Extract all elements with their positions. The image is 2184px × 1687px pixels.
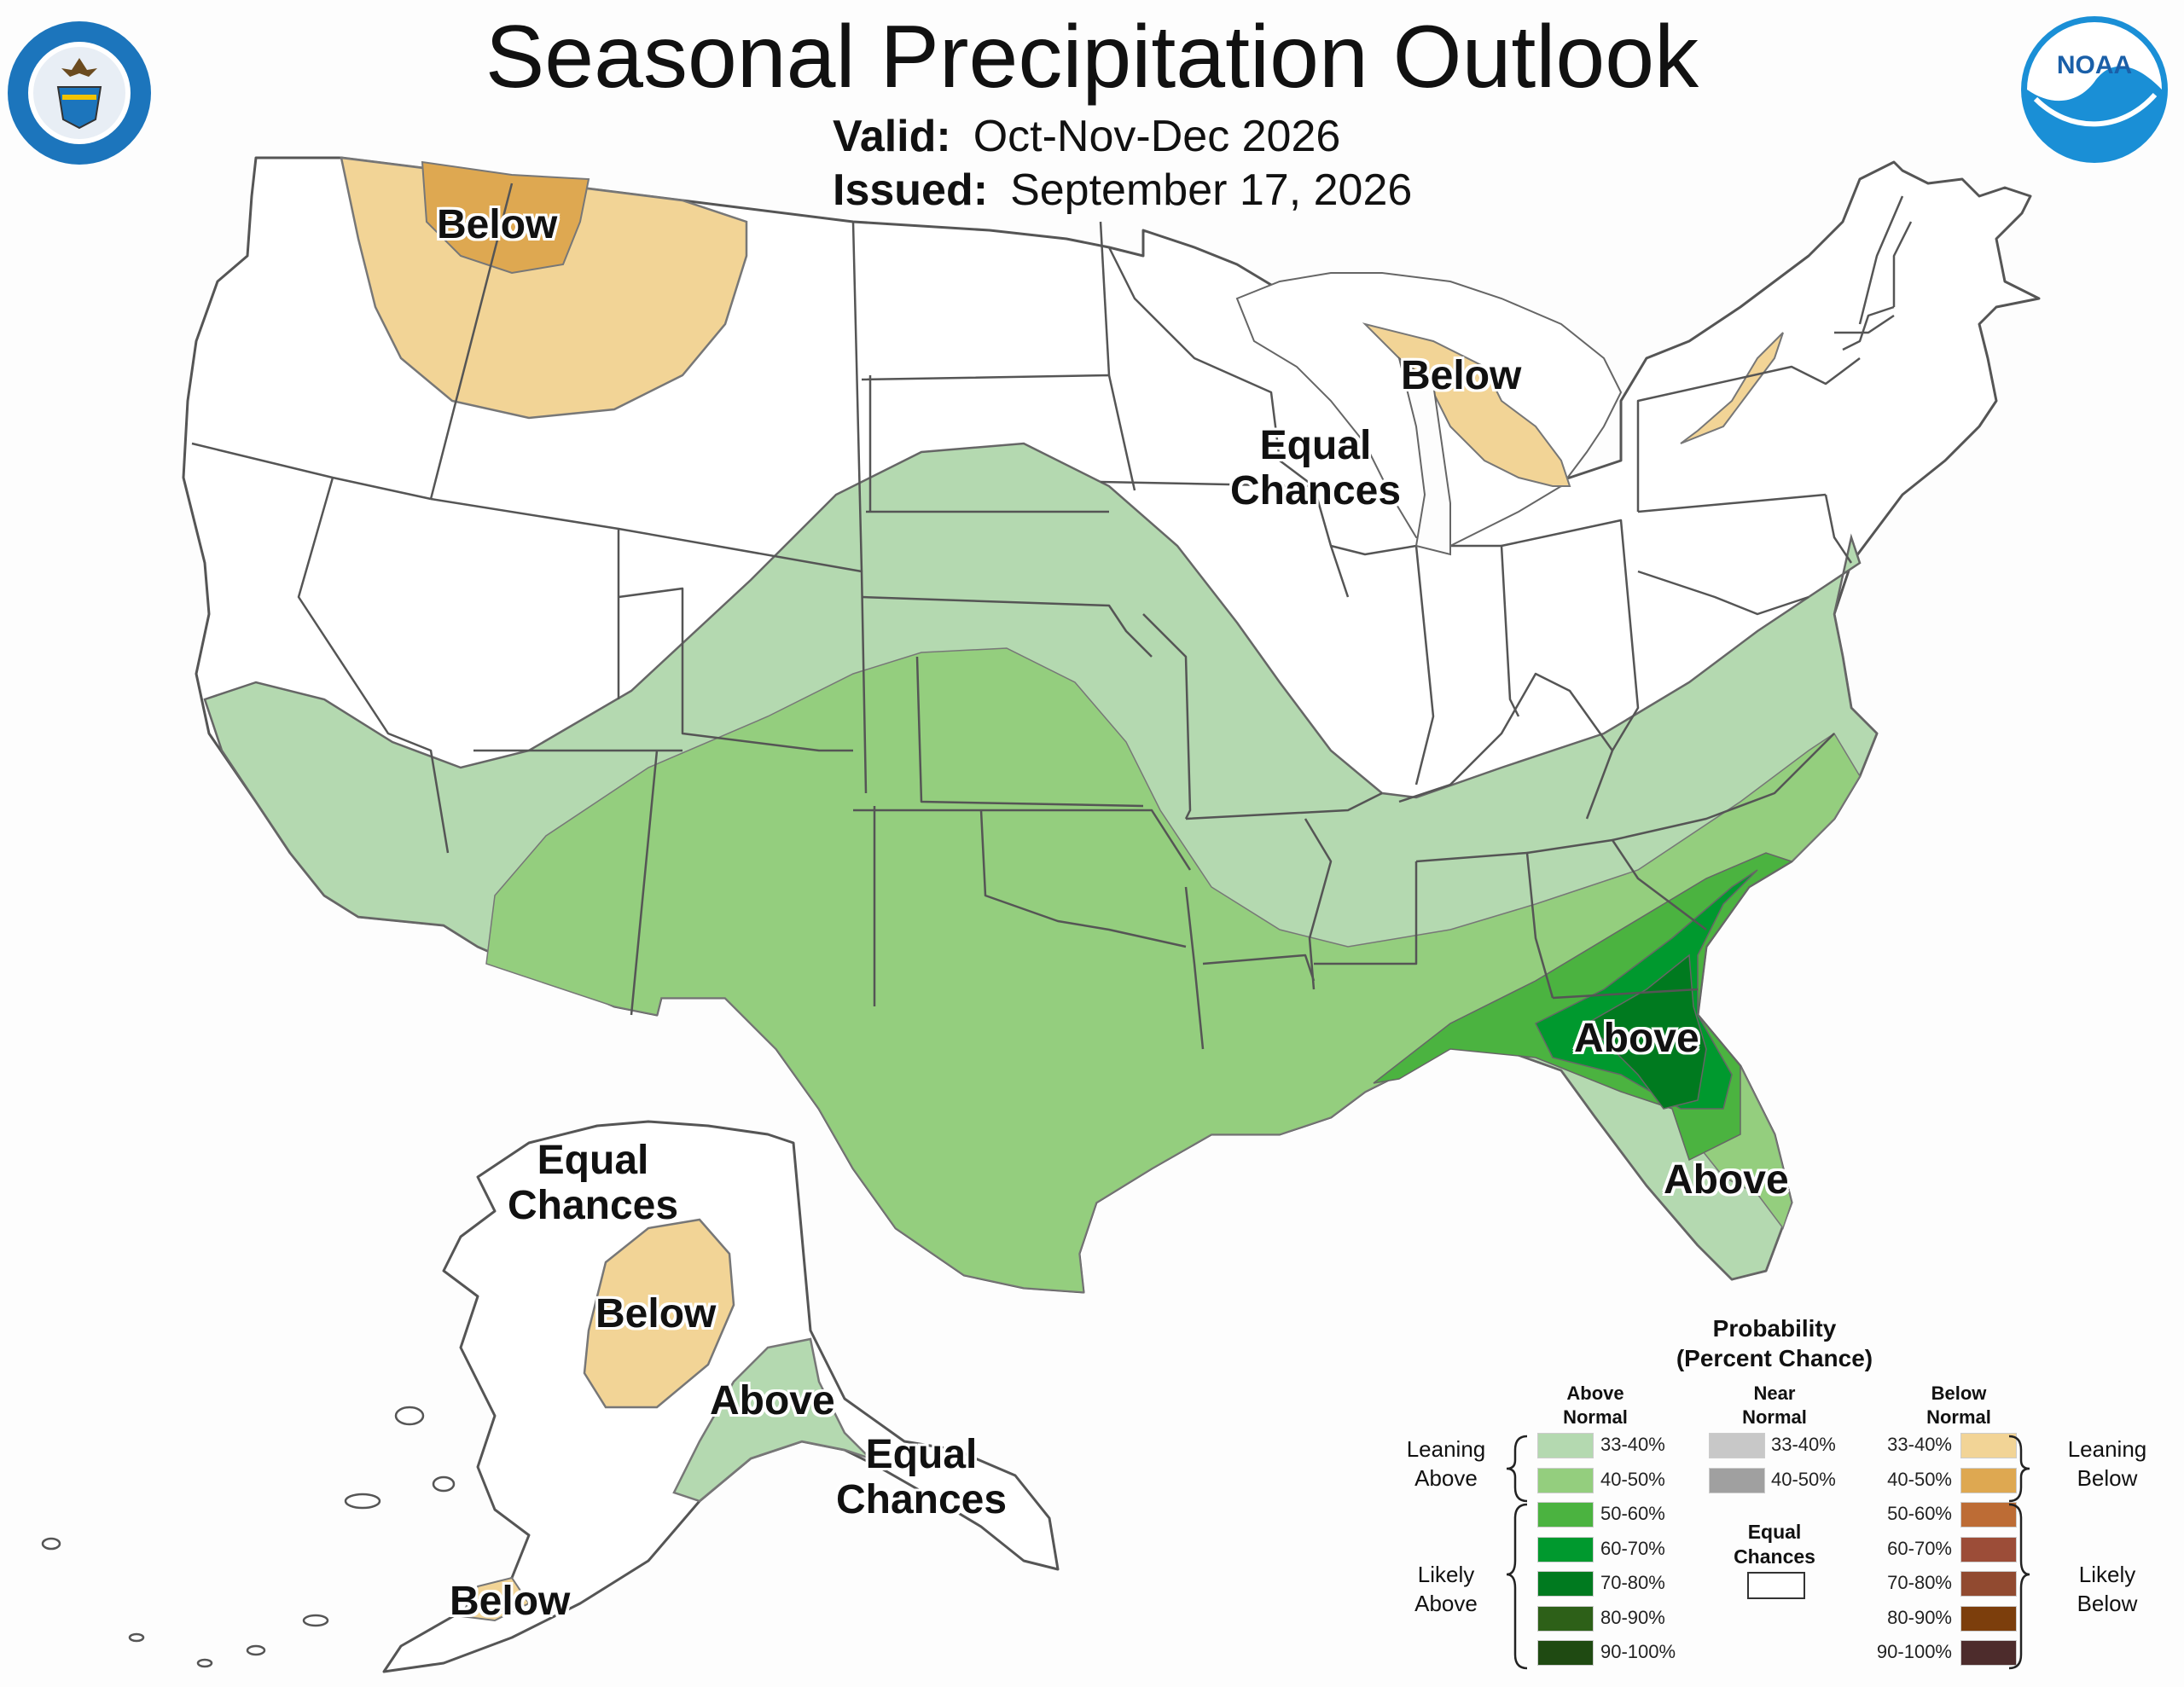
below-33-40-ny-area (1680, 332, 1784, 444)
legend-label-near-0: 33-40% (1771, 1434, 1836, 1455)
legend-swatch-below-0 (1960, 1433, 2017, 1458)
legend-label-above-3: 60-70% (1600, 1537, 1665, 1559)
legend-swatch-below-5 (1960, 1605, 2017, 1632)
legend-title: Probability (Percent Chance) (1629, 1313, 1920, 1373)
legend-head-below-1: Below (1931, 1383, 1987, 1404)
legend-likely-below-2: Below (2077, 1590, 2138, 1616)
legend-head-near-2: Normal (1742, 1406, 1807, 1428)
legend-label-above-5: 80-90% (1600, 1606, 1665, 1628)
legend-head-below-2: Normal (1926, 1406, 1991, 1428)
legend-swatch-equal-chances (1747, 1572, 1805, 1599)
legend-leaning-below: Leaning Below (2048, 1435, 2167, 1493)
legend-label-below-2: 50-60% (1887, 1503, 1952, 1524)
issued-line: Issued: September 17, 2026 (833, 165, 1412, 216)
legend-equal-1: Equal (1747, 1521, 1802, 1543)
legend-label-above-4: 70-80% (1600, 1572, 1665, 1593)
legend-label-above-6: 90-100% (1600, 1641, 1676, 1662)
legend-leaning-above: Leaning Above (1391, 1435, 1502, 1493)
state-boundaries (191, 183, 1913, 1050)
legend-swatch-below-3 (1960, 1536, 2017, 1562)
lake-michigan (1397, 356, 1451, 556)
label-ak-aleutian-below: Below (450, 1579, 571, 1624)
label-nw-below: Below (437, 202, 558, 247)
label-ak-equal-line1: Equal (537, 1138, 649, 1183)
legend-swatch-near-0 (1709, 1433, 1765, 1458)
issued-label: Issued: (833, 165, 989, 215)
legend-label-above-2: 50-60% (1600, 1503, 1665, 1524)
label-conus-equal-line2: Chances (1229, 467, 1402, 513)
legend-leaning-above-2: Above (1414, 1464, 1478, 1491)
alaska-islands (41, 1406, 456, 1668)
legend-label-below-0: 33-40% (1887, 1434, 1952, 1455)
legend-likely-above-2: Above (1414, 1590, 1478, 1616)
label-mi-below: Below (1401, 353, 1522, 398)
legend-swatch-above-6 (1537, 1640, 1594, 1666)
legend-label-below-3: 60-70% (1887, 1537, 1952, 1559)
legend-swatch-below-2 (1960, 1502, 2017, 1528)
above-70-80-area (1585, 954, 1707, 1110)
legend-label-below-4: 70-80% (1887, 1572, 1952, 1593)
legend-equal-chances: Equal Chances (1689, 1520, 1860, 1569)
legend-title-line2: (Percent Chance) (1676, 1345, 1873, 1371)
alaska-above-area (672, 1337, 871, 1503)
legend-label-above-1: 40-50% (1600, 1468, 1665, 1490)
issued-value: September 17, 2026 (1010, 165, 1413, 215)
below-40-50-nw-area (421, 160, 590, 275)
legend-head-above-2: Normal (1563, 1406, 1628, 1428)
legend-leaning-below-2: Below (2077, 1464, 2138, 1491)
valid-line: Valid: Oct-Nov-Dec 2026 (833, 111, 1340, 162)
label-ak-equal-chances: Equal Chances (495, 1138, 691, 1229)
legend-swatch-above-1 (1537, 1467, 1594, 1493)
label-se-above: Above (1574, 1016, 1699, 1061)
label-ak-above: Above (710, 1378, 835, 1423)
label-fl-above: Above (1664, 1157, 1789, 1203)
legend-swatch-below-4 (1960, 1571, 2017, 1597)
legend-swatch-above-4 (1537, 1571, 1594, 1597)
legend-swatch-above-3 (1537, 1536, 1594, 1562)
legend-equal-2: Chances (1734, 1545, 1815, 1568)
alaska-below-area (583, 1218, 735, 1409)
label-ak-below: Below (595, 1291, 717, 1336)
label-conus-equal-chances: Equal Chances (1222, 423, 1409, 514)
legend-swatch-below-1 (1960, 1467, 2017, 1493)
legend-head-above: Above Normal (1510, 1382, 1681, 1429)
legend-label-below-5: 80-90% (1887, 1606, 1952, 1628)
legend-label-below-1: 40-50% (1887, 1468, 1952, 1490)
legend-label-above-0: 33-40% (1600, 1434, 1665, 1455)
legend-likely-below: Likely Below (2048, 1561, 2167, 1619)
legend-likely-below-1: Likely (2078, 1562, 2136, 1587)
legend-head-above-1: Above (1566, 1383, 1624, 1404)
label-ak-equal-line2: Chances (507, 1182, 679, 1228)
label-ak-se-equal-line2: Chances (835, 1476, 1008, 1522)
legend-label-below-6: 90-100% (1876, 1641, 1952, 1662)
noaa-logo-icon: NOAA (2018, 14, 2170, 165)
legend-head-near-1: Near (1753, 1383, 1796, 1404)
legend-leaning-below-1: Leaning (2067, 1436, 2147, 1462)
label-conus-equal-line1: Equal (1259, 423, 1372, 468)
above-40-50-area (485, 647, 1861, 1293)
legend-likely-above-1: Likely (1417, 1562, 1475, 1587)
legend-leaning-above-1: Leaning (1406, 1436, 1486, 1462)
legend-likely-above: Likely Above (1391, 1561, 1502, 1619)
legend-swatch-above-5 (1537, 1605, 1594, 1632)
legend-swatch-near-1 (1709, 1467, 1765, 1493)
label-ak-se-equal-chances: Equal Chances (823, 1432, 1019, 1523)
legend-swatch-below-6 (1960, 1640, 2017, 1666)
valid-value: Oct-Nov-Dec 2026 (973, 112, 1341, 161)
noaa-logo-text: NOAA (2056, 51, 2133, 79)
legend-swatch-above-2 (1537, 1502, 1594, 1528)
alaska-aleutian-below (459, 1576, 531, 1622)
legend-swatch-above-0 (1537, 1433, 1594, 1458)
legend-head-below: Below Normal (1873, 1382, 2044, 1429)
department-of-commerce-seal-icon (5, 19, 154, 167)
legend-label-near-1: 40-50% (1771, 1468, 1836, 1490)
legend-title-line1: Probability (1712, 1315, 1837, 1342)
legend-head-near: Near Normal (1689, 1382, 1860, 1429)
label-ak-se-equal-line1: Equal (865, 1432, 978, 1477)
page-title: Seasonal Precipitation Outlook (485, 8, 1699, 107)
valid-label: Valid: (833, 112, 951, 161)
